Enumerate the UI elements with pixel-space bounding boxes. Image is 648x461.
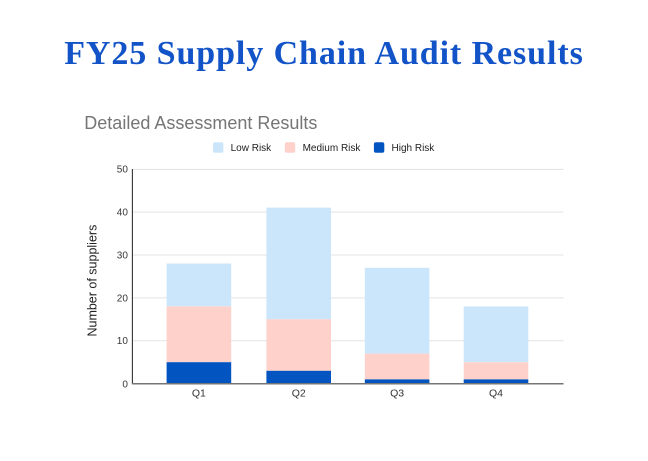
svg-text:30: 30 bbox=[117, 250, 129, 261]
svg-text:Q2: Q2 bbox=[292, 388, 306, 400]
svg-text:50: 50 bbox=[117, 165, 129, 176]
svg-text:20: 20 bbox=[117, 293, 129, 304]
svg-text:Number of suppliers: Number of suppliers bbox=[86, 225, 100, 337]
svg-text:Detailed Assessment Results: Detailed Assessment Results bbox=[84, 113, 317, 133]
svg-text:40: 40 bbox=[117, 208, 129, 219]
svg-text:Q4: Q4 bbox=[489, 388, 503, 400]
svg-text:Medium Risk: Medium Risk bbox=[303, 143, 362, 154]
svg-text:High Risk: High Risk bbox=[392, 143, 436, 154]
svg-text:0: 0 bbox=[122, 379, 128, 390]
svg-text:Low Risk: Low Risk bbox=[231, 143, 273, 154]
svg-text:Q1: Q1 bbox=[192, 388, 206, 400]
svg-text:Q3: Q3 bbox=[390, 388, 404, 400]
svg-text:FY25 Supply Chain Audit Result: FY25 Supply Chain Audit Results bbox=[64, 35, 583, 72]
svg-text:10: 10 bbox=[117, 336, 129, 347]
